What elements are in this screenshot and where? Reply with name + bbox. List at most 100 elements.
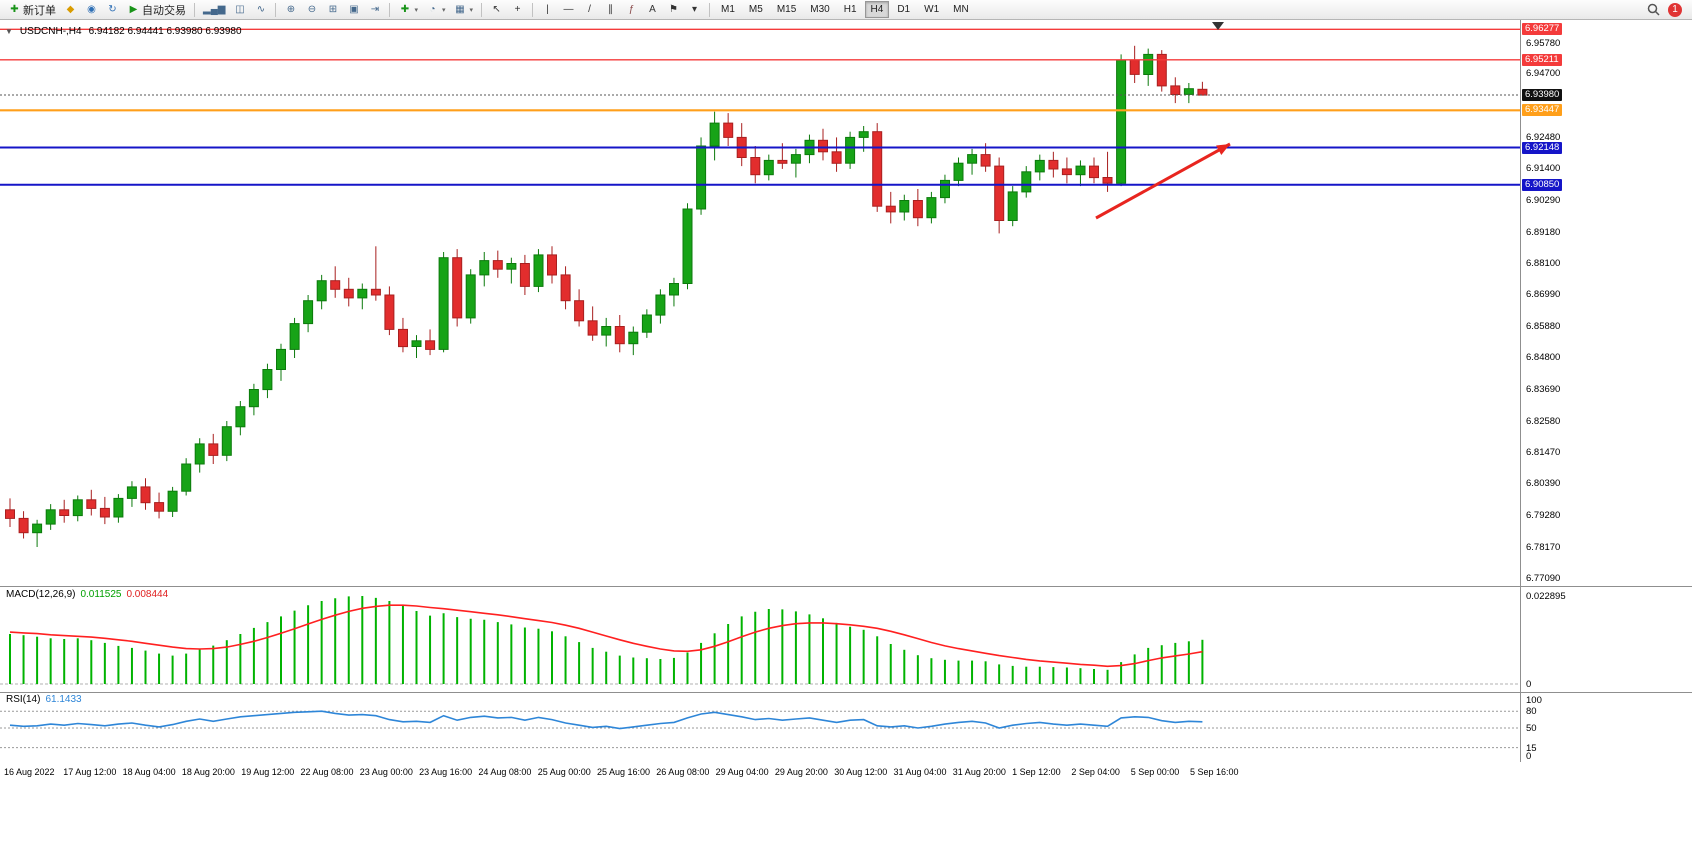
timeframe-H1[interactable]: H1 <box>838 1 863 18</box>
candle-body-down <box>818 139 828 153</box>
timeframe-D1[interactable]: D1 <box>891 1 916 18</box>
candle-body-down <box>519 263 530 287</box>
indicators-icon[interactable]: ✚ ▾ <box>394 1 422 19</box>
candlestick-chart-icon: ◫ <box>235 3 245 15</box>
tile-windows-icon[interactable]: ⊞ <box>322 1 343 19</box>
candle-body-down <box>1048 159 1059 170</box>
search-icon[interactable] <box>1647 2 1660 18</box>
price-chart-canvas[interactable] <box>0 20 1520 586</box>
toolbar-separator <box>389 2 391 17</box>
candle-body-down <box>398 328 408 348</box>
price-tick: 6.86990 <box>1526 289 1561 301</box>
text-icon[interactable]: A <box>642 1 663 19</box>
candle-body-down <box>18 517 29 534</box>
price-tick: 6.83690 <box>1526 383 1561 395</box>
candlestick-chart-icon[interactable]: ◫ <box>229 1 250 19</box>
timeframe-M5[interactable]: M5 <box>743 1 769 18</box>
rsi-axis-tick: 0 <box>1526 751 1532 762</box>
timeframe-MN[interactable]: MN <box>947 1 975 18</box>
channel-icon: ∥ <box>608 3 614 15</box>
horizontal-line-icon[interactable]: — <box>558 1 579 19</box>
candle-body-up <box>167 490 178 512</box>
macd-indicator-canvas[interactable] <box>0 586 1520 692</box>
rsi-pane-separator[interactable] <box>0 692 1692 693</box>
timeframe-H4[interactable]: H4 <box>864 1 890 18</box>
trend-arrow[interactable] <box>1095 142 1231 220</box>
chart-shift-icon[interactable]: ⇥ <box>364 1 385 19</box>
crosshair-icon[interactable]: + <box>507 1 528 19</box>
rsi-axis-tick: 15 <box>1526 742 1537 754</box>
time-label: 23 Aug 00:00 <box>359 767 413 777</box>
channel-icon[interactable]: ∥ <box>600 1 621 19</box>
candle-body-up <box>506 263 517 270</box>
time-label: 18 Aug 04:00 <box>122 767 176 777</box>
candle-body-up <box>899 200 910 213</box>
candle-body-up <box>1183 88 1194 95</box>
line-chart-icon[interactable]: ∿ <box>250 1 271 19</box>
candle-body-down <box>980 154 991 167</box>
trendline-icon[interactable]: / <box>579 1 600 19</box>
timeframe-W1[interactable]: W1 <box>918 1 945 18</box>
timeframe-M1[interactable]: M1 <box>715 1 741 18</box>
tile-windows-icon: ⊞ <box>328 3 338 15</box>
new-order-button-label: 新订单 <box>23 4 56 17</box>
zoom-in-icon[interactable]: ⊕ <box>280 1 301 19</box>
bar-chart-icon[interactable]: ▂▄▆ <box>199 1 229 19</box>
text-label-icon[interactable]: ⚑ <box>663 1 684 19</box>
macd-pane-separator[interactable] <box>0 586 1692 587</box>
price-axis[interactable]: 6.96277 6.95780 6.95211 6.94700 6.93980 6.934… <box>1521 0 1692 845</box>
rsi-label: RSI(14) 61.1433 <box>6 694 82 705</box>
rsi-indicator-canvas[interactable] <box>0 692 1520 762</box>
macd-axis-tick: 0 <box>1526 679 1532 690</box>
market-icon[interactable]: ◆ <box>60 1 81 19</box>
vertical-line-icon[interactable]: | <box>537 1 558 19</box>
candle-body-up <box>194 443 205 465</box>
candle-body-up <box>1075 165 1086 176</box>
magnifier-glyph <box>1647 3 1660 16</box>
cursor-icon[interactable]: ↖ <box>486 1 507 19</box>
new-order-button[interactable]: ✚ 新订单 <box>4 1 60 19</box>
candle-body-up <box>316 280 327 302</box>
candle-body-up <box>709 122 720 147</box>
time-axis[interactable]: 16 Aug 2022 17 Aug 12:00 18 Aug 04:00 18 Au… <box>0 762 1692 784</box>
quotes-window-icon[interactable]: ◉ <box>81 1 102 19</box>
periods-icon[interactable]: ◔ ▾ <box>422 1 450 19</box>
candle-body-up <box>669 283 679 296</box>
autotrading-button[interactable]: ▶ 自动交易 <box>123 1 190 19</box>
notification-badge[interactable]: 1 <box>1668 2 1682 17</box>
macd-histogram <box>9 596 1204 684</box>
time-label: 30 Aug 12:00 <box>834 767 888 777</box>
rsi-line <box>9 710 1203 730</box>
arrows-dropdown-icon[interactable]: ▾ <box>684 1 705 19</box>
candle-body-up <box>1034 159 1045 173</box>
refresh-icon[interactable]: ↻ <box>102 1 123 19</box>
price-tick: 6.77090 <box>1526 572 1561 584</box>
candle-body-up <box>696 145 707 210</box>
candle-body-down <box>384 294 395 330</box>
candle-body-down <box>1089 165 1099 179</box>
timeframe-M30[interactable]: M30 <box>804 1 835 18</box>
fibonacci-icon[interactable]: ƒ <box>621 1 642 19</box>
chart-shift-marker[interactable] <box>1212 22 1224 30</box>
rsi-name: RSI(14) <box>6 694 41 705</box>
arrange-windows-icon[interactable]: ▣ <box>343 1 364 19</box>
rsi-axis-tick: 50 <box>1526 723 1537 734</box>
one-click-trading-arrow-icon[interactable]: ▼ <box>5 27 13 36</box>
market-icon: ◆ <box>66 3 75 15</box>
candle-body-down <box>154 502 165 512</box>
zoom-out-icon[interactable]: ⊖ <box>301 1 322 19</box>
price-tick: 6.85880 <box>1526 321 1561 333</box>
zoom-out-icon: ⊖ <box>307 3 317 15</box>
refresh-icon: ↻ <box>108 3 117 15</box>
dropdown-arrow-icon: ▾ <box>469 6 474 14</box>
price-tick: 6.78170 <box>1526 541 1561 553</box>
candle-body-up <box>411 340 422 347</box>
candle-body-down <box>208 443 219 456</box>
timeframe-M15[interactable]: M15 <box>771 1 802 18</box>
dropdown-arrow-icon: ▾ <box>414 6 418 14</box>
candle-body-up <box>113 497 124 518</box>
time-label: 2 Sep 04:00 <box>1071 767 1120 777</box>
templates-icon[interactable]: ▦ ▾ <box>450 1 478 19</box>
candle-body-down <box>5 509 15 519</box>
candle-body-up <box>790 154 801 164</box>
